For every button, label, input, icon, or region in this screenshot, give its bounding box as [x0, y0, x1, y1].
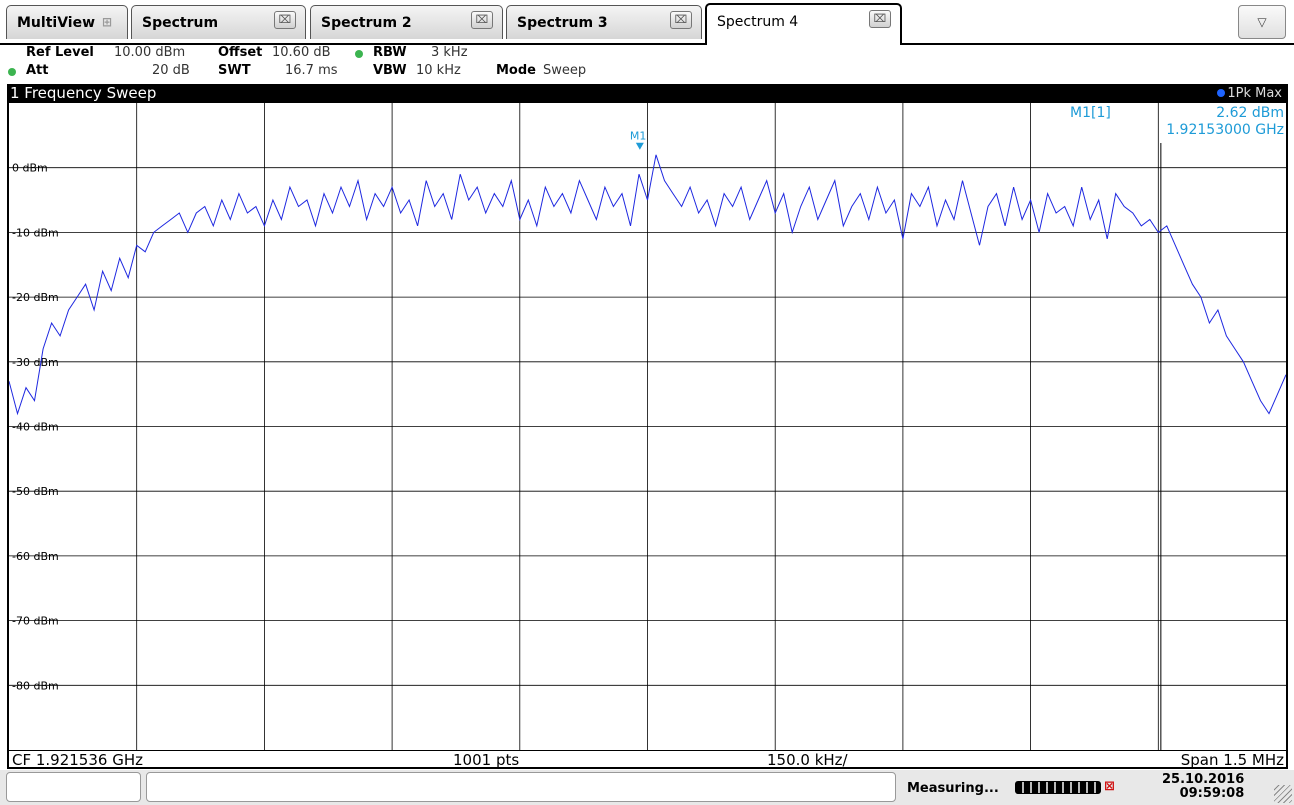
att-status-dot	[8, 68, 16, 76]
tab-label: Spectrum 4	[717, 14, 799, 30]
marker-level: 2.62 dBm	[1216, 105, 1284, 121]
marker-triangle-icon[interactable]	[635, 142, 644, 150]
spectrum-plot[interactable]: 0 dBm -10 dBm -20 dBm -30 dBm -40 dBm -50 dBm…	[7, 103, 1288, 750]
y-tick-label: -50 dBm	[12, 485, 59, 498]
mode-label: Mode	[496, 63, 536, 78]
tab-bar: MultiView ⊞ Spectrum ⌧ Spectrum 2 ⌧ Spec…	[0, 0, 1294, 45]
offset-label: Offset	[218, 45, 263, 60]
status-field-left[interactable]	[6, 772, 141, 802]
swt-value: 16.7 ms	[285, 63, 338, 78]
vbw-label: VBW	[373, 63, 407, 78]
y-tick-label: -70 dBm	[12, 615, 59, 628]
y-tick-label: -80 dBm	[12, 679, 59, 692]
progress-bar	[1015, 781, 1101, 794]
status-date: 25.10.2016	[1162, 772, 1245, 787]
multiview-grid-icon: ⊞	[102, 15, 113, 29]
tab-spectrum-4[interactable]: Spectrum 4 ⌧	[705, 3, 902, 45]
window-title-bar[interactable]: 1 Frequency Sweep 1Pk Max	[7, 84, 1288, 103]
tab-baseline	[0, 43, 705, 45]
y-tick-label: -10 dBm	[12, 226, 59, 239]
close-icon[interactable]: ⌧	[471, 11, 493, 29]
close-icon[interactable]: ⌧	[869, 10, 891, 28]
ref-level-label: Ref Level	[26, 45, 94, 60]
status-bar: Measuring... ⊠ 25.10.2016 09:59:08	[0, 770, 1294, 805]
ref-level-value: 10.00 dBm	[114, 45, 186, 60]
tab-baseline	[902, 43, 1294, 45]
y-tick-labels: 0 dBm -10 dBm -20 dBm -30 dBm -40 dBm -50 dBm…	[12, 162, 59, 693]
tab-spectrum[interactable]: Spectrum ⌧	[131, 5, 306, 39]
resize-grip-icon[interactable]	[1274, 785, 1292, 803]
plot-footer: CF 1.921536 GHz 1001 pts 150.0 kHz/ Span…	[7, 750, 1288, 769]
marker-frequency: 1.92153000 GHz	[1166, 122, 1284, 138]
spectrum-chart[interactable]: 0 dBm -10 dBm -20 dBm -30 dBm -40 dBm -50 dBm…	[9, 103, 1286, 750]
vbw-value: 10 kHz	[416, 63, 461, 78]
rbw-status-dot	[355, 50, 363, 58]
tab-multiview[interactable]: MultiView ⊞	[6, 5, 128, 39]
y-tick-label: -30 dBm	[12, 356, 59, 369]
tab-menu-chevron-icon[interactable]: ▽	[1238, 5, 1286, 39]
swt-label: SWT	[218, 63, 251, 78]
tab-label: Spectrum 3	[517, 15, 608, 31]
tab-spectrum-2[interactable]: Spectrum 2 ⌧	[310, 5, 503, 39]
rbw-label: RBW	[373, 45, 407, 60]
close-icon[interactable]: ⌧	[670, 11, 692, 29]
tab-spectrum-3[interactable]: Spectrum 3 ⌧	[506, 5, 702, 39]
trace-line	[9, 154, 1286, 416]
measurement-params[interactable]: Ref Level 10.00 dBm Offset 10.60 dB RBW …	[0, 45, 1294, 83]
sweep-points: 1001 pts	[453, 751, 520, 769]
tab-multiview-label: MultiView	[17, 15, 96, 31]
trace-indicator-icon	[1217, 89, 1226, 97]
status-message: Measuring...	[907, 781, 999, 796]
status-field-message[interactable]	[146, 772, 896, 802]
y-tick-label: -60 dBm	[12, 550, 59, 563]
frequency-per-division: 150.0 kHz/	[767, 751, 848, 769]
att-label: Att	[26, 63, 49, 78]
y-tick-label: -20 dBm	[12, 291, 59, 304]
y-tick-label: -40 dBm	[12, 421, 59, 434]
att-value: 20 dB	[152, 63, 190, 78]
marker-readout: M1[1] 2.62 dBm 1.92153000 GHz	[1020, 105, 1286, 139]
frequency-span: Span 1.5 MHz	[1180, 751, 1284, 769]
status-time: 09:59:08	[1179, 786, 1245, 801]
offset-value: 10.60 dB	[272, 45, 331, 60]
date-time: 25.10.2016 09:59:08	[1162, 773, 1244, 801]
window-title: 1 Frequency Sweep	[10, 84, 157, 102]
mode-value: Sweep	[543, 63, 587, 78]
center-frequency: CF 1.921536 GHz	[12, 751, 143, 769]
grid-horizontal	[9, 167, 1286, 686]
marker-label: M1	[630, 130, 647, 143]
remote-icon: ⊠	[1104, 779, 1115, 794]
trace-detector: 1Pk Max	[1227, 86, 1282, 101]
tab-label: Spectrum 2	[321, 15, 412, 31]
y-tick-label: 0 dBm	[12, 162, 48, 175]
trace-info: 1Pk Max	[1217, 84, 1282, 103]
marker-name: M1[1]	[1070, 105, 1111, 121]
close-icon[interactable]: ⌧	[274, 11, 296, 29]
tab-label: Spectrum	[142, 15, 219, 31]
rbw-value: 3 kHz	[431, 45, 468, 60]
